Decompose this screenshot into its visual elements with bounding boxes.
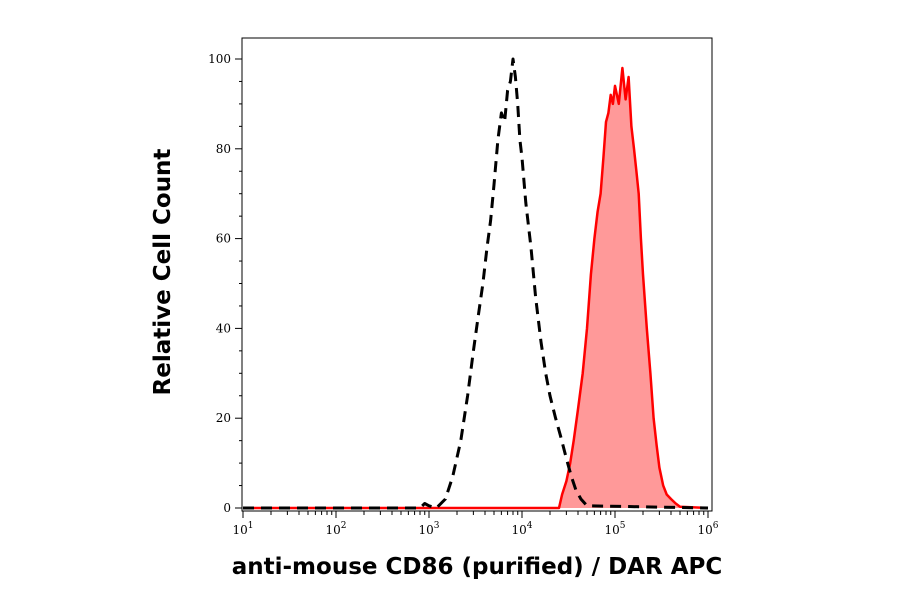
x-tick-label: 103 [418,521,439,537]
y-axis-title: Relative Cell Count [150,149,176,396]
plot-frame [241,37,713,512]
x-tick-label: 104 [511,521,532,537]
histogram-line-solid [243,66,709,510]
y-tick-label: 60 [216,232,231,246]
y-tick-label: 100 [208,52,231,66]
x-tick-label: 102 [325,521,346,537]
y-tick-label: 0 [223,501,231,515]
histogram-area-fill [243,68,708,508]
y-tick-label: 40 [216,321,231,335]
y-tick-label: 80 [216,142,231,156]
x-tick-label: 101 [232,521,253,537]
y-tick-label: 20 [216,411,231,425]
x-axis-title: anti-mouse CD86 (purified) / DAR APC [232,554,723,580]
x-tick-label: 105 [604,521,625,537]
histogram-line-dashed [243,57,709,510]
x-tick-label: 106 [697,521,718,537]
